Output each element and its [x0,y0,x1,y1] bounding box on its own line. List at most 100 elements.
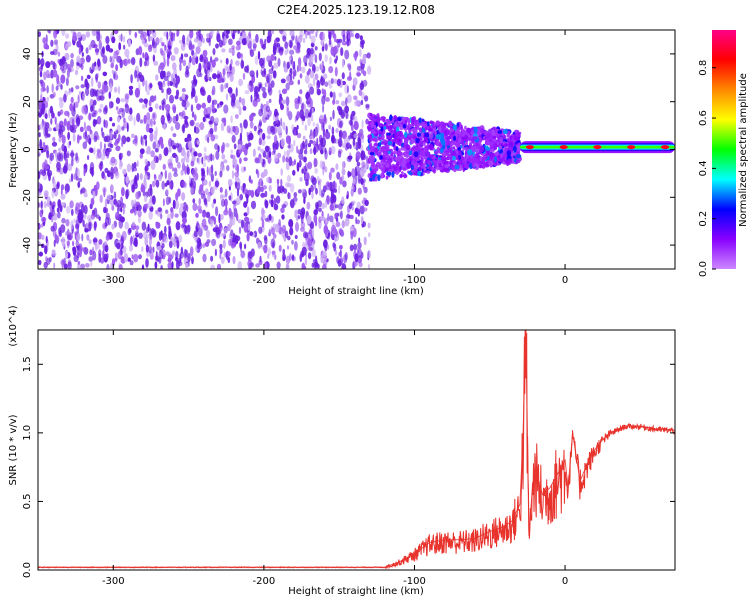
noise-cell [141,264,145,269]
noise-cell [240,98,246,105]
noise-cell [159,174,163,180]
noise-cell [333,78,338,84]
noise-cell [234,171,240,177]
band-cell [373,115,377,119]
noise-cell [350,229,354,236]
noise-cell [149,132,154,142]
band-cell [383,126,387,130]
noise-cell [123,44,126,50]
noise-cell [114,252,118,259]
noise-cell [52,91,56,98]
noise-cell [67,90,72,95]
noise-cell [155,222,161,229]
band-cell [395,170,400,175]
noise-cell [246,35,250,44]
noise-cell [53,262,56,269]
band-cell [391,170,395,178]
noise-cell [65,219,70,227]
band-cell [408,128,412,134]
noise-cell [274,223,280,233]
noise-cell [52,69,58,78]
band-cell [427,128,433,132]
noise-cell [306,70,310,76]
noise-cell [359,167,365,178]
noise-cell [260,192,266,198]
noise-cell [162,70,166,78]
noise-cell [185,121,189,126]
noise-cell [314,46,318,51]
noise-cell [63,65,67,72]
noise-cell [235,45,241,51]
noise-cell [57,51,61,57]
noise-cell [277,57,281,67]
noise-cell [160,143,164,149]
noise-cell [203,59,206,65]
y-tick-label: 0.5 [22,493,33,509]
noise-cell [63,118,67,127]
noise-cell [131,163,135,173]
noise-cell [341,72,345,80]
noise-cell [191,111,195,118]
noise-cell [98,253,102,263]
band-cell [492,143,498,151]
noise-cell [174,213,179,218]
band-cell [457,137,462,144]
band-cell [370,121,375,129]
noise-cell [51,110,54,119]
noise-cell [98,216,101,221]
band-cell [458,159,462,166]
noise-cell [321,202,326,210]
noise-cell [211,59,216,68]
noise-cell [288,39,294,48]
noise-cell [61,134,66,145]
noise-cell [336,78,341,87]
noise-cell [257,146,261,151]
noise-cell [307,116,311,127]
noise-cell [335,128,339,134]
noise-cell [296,65,299,73]
noise-cell [181,124,185,132]
noise-cell [128,30,132,36]
noise-cell [219,83,224,93]
noise-cell [298,65,302,72]
noise-cell [175,75,180,85]
noise-cell [152,30,155,33]
noise-cell [179,203,185,208]
noise-cell [243,201,248,208]
noise-cell [99,95,105,101]
noise-cell [114,171,120,179]
noise-cell [87,215,92,222]
band-cell [397,151,403,156]
noise-cell [269,177,273,184]
noise-cell [152,246,155,253]
noise-cell [100,257,105,264]
noise-cell [122,35,126,43]
noise-cell [352,138,356,147]
band-cell [415,137,420,144]
band-cell [369,151,375,156]
noise-cell [220,256,225,264]
noise-cell [42,96,45,102]
noise-cell [261,219,265,229]
noise-cell [82,131,88,140]
noise-cell [235,99,241,110]
noise-cell [88,112,92,121]
noise-cell [214,143,219,151]
noise-cell [38,57,41,66]
noise-cell [207,61,211,68]
band-cell [432,168,437,174]
noise-cell [175,256,178,262]
noise-cell [111,205,115,211]
noise-cell [152,180,156,188]
band-cell [405,161,412,169]
noise-cell [285,82,290,91]
band-cell [471,156,478,164]
noise-cell [329,116,332,122]
noise-cell [345,142,351,150]
band-cell [485,146,491,152]
noise-cell [217,103,219,109]
noise-cell [54,39,58,46]
noise-cell [339,229,344,235]
noise-cell [56,161,61,171]
noise-cell [346,85,349,94]
